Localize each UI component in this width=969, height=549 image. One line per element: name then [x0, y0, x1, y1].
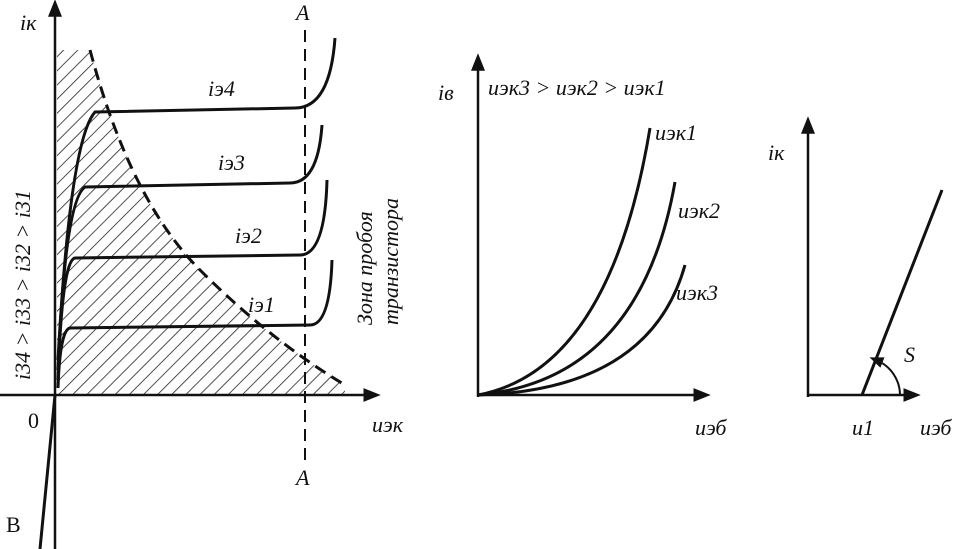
curve-label: iэ1: [248, 292, 275, 317]
middle-graph: iв uэк3 > uэк2 > uэк1 uэк1 uэк2 uэк3 uэб: [438, 53, 727, 440]
x-label: uэк: [372, 412, 404, 437]
curve-label: uэк2: [678, 198, 720, 223]
curve-label: uэк3: [676, 280, 718, 305]
order-label: i34 > i33 > i32 > i31: [10, 190, 35, 380]
x-label: uэб: [695, 415, 727, 440]
curve: [477, 264, 687, 397]
boundary: [88, 49, 346, 387]
curve: [477, 127, 652, 397]
y-label: iк: [768, 140, 785, 165]
hatched-area: [57, 50, 345, 395]
y-label: iв: [438, 80, 454, 105]
y-label: iк: [20, 10, 37, 35]
left-graph: iк A A iэ4 iэ3 iэ2 iэ1 Зона пробоя транз…: [0, 0, 404, 549]
zone-label: транзистора: [378, 198, 403, 325]
line-label: A: [294, 0, 310, 25]
corner-label: В: [6, 512, 21, 537]
line-label: A: [294, 465, 310, 490]
curve: [56, 124, 324, 371]
slope-label: S: [904, 342, 915, 367]
zone-label: Зона пробоя: [352, 211, 377, 325]
order-label: uэк3 > uэк2 > uэк1: [488, 75, 666, 100]
curve-label: iэ3: [218, 150, 245, 175]
x-label: uэб: [920, 415, 952, 440]
origin-label: 0: [28, 408, 39, 433]
curve-label: iэ4: [208, 76, 235, 101]
curve-label: uэк1: [655, 120, 697, 145]
angle-arc: [869, 357, 901, 396]
slope-line: [860, 189, 944, 396]
reverse-branch: [38, 394, 57, 549]
threshold-label: u1: [852, 415, 874, 440]
curve: [56, 179, 329, 381]
curve: [56, 259, 334, 389]
right-graph: iк S u1 uэб: [768, 116, 952, 440]
curve-label: iэ2: [235, 223, 262, 248]
curve: [477, 181, 677, 397]
